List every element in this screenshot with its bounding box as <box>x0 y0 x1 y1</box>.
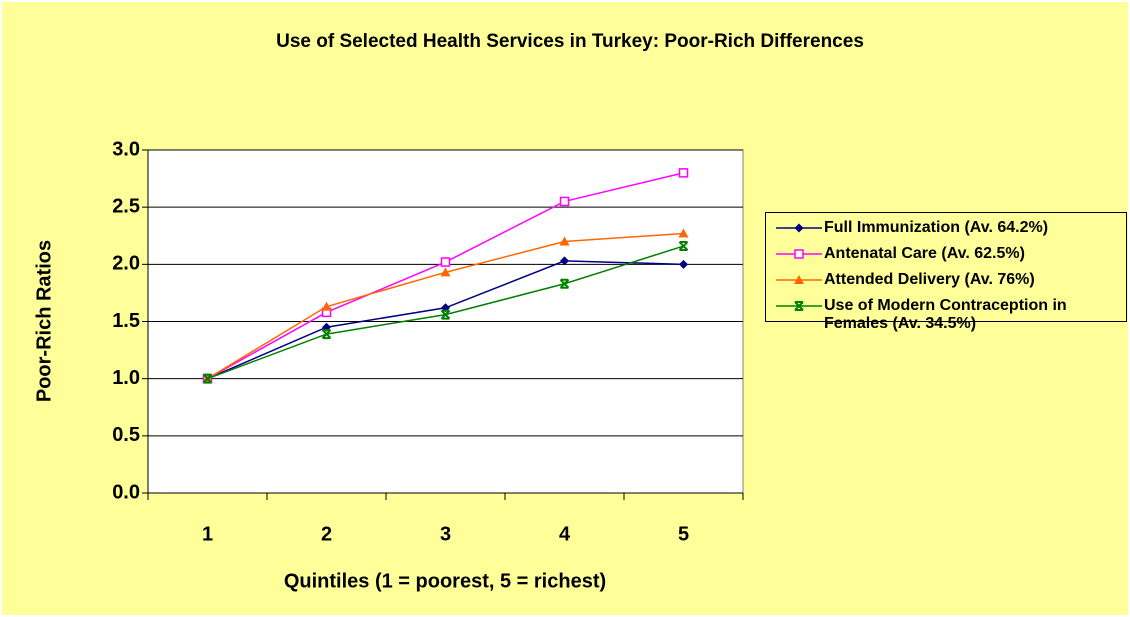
marker <box>679 259 688 269</box>
marker <box>794 249 804 259</box>
marker <box>794 301 804 311</box>
y-tick-label: 1.5 <box>112 310 140 332</box>
marker <box>678 228 689 238</box>
x-tick-label: 4 <box>559 523 571 545</box>
chart-title: Use of Selected Health Services in Turke… <box>276 31 864 52</box>
marker <box>559 196 570 207</box>
marker <box>559 236 570 246</box>
x-tick-label: 5 <box>678 523 689 545</box>
marker <box>794 275 804 284</box>
marker <box>440 309 451 320</box>
legend-label: Attended Delivery (Av. 76%) <box>824 271 1035 288</box>
marker <box>794 223 804 233</box>
marker <box>440 257 451 267</box>
marker <box>678 241 689 252</box>
legend-swatch <box>776 275 822 284</box>
y-tick-label: 2.5 <box>112 195 140 217</box>
y-axis-label: Poor-Rich Ratios <box>33 240 55 402</box>
legend-swatch <box>776 301 822 311</box>
legend-label: Full Immunization (Av. 64.2%) <box>824 219 1049 236</box>
marker <box>560 256 569 266</box>
marker <box>202 373 213 384</box>
legend-item: Full Immunization (Av. 64.2%) <box>774 219 1126 237</box>
x-tick-label: 3 <box>440 523 451 545</box>
y-tick-label: 3.0 <box>112 138 140 160</box>
y-tick-label: 0.0 <box>112 481 140 503</box>
legend-label: Use of Modern Contraception in Females (… <box>824 297 1067 332</box>
legend: Full Immunization (Av. 64.2%) Antenatal C… <box>765 212 1127 332</box>
y-tick-label: 1.0 <box>112 367 140 389</box>
x-tick-label: 2 <box>321 523 332 545</box>
marker <box>678 168 689 178</box>
y-tick-label: 0.5 <box>112 424 140 446</box>
legend-item: Use of Modern Contraception in Females (… <box>774 297 1126 333</box>
y-tick-label: 2.0 <box>112 253 140 275</box>
legend-label: Antenatal Care (Av. 62.5%) <box>824 245 1025 262</box>
legend-item: Antenatal Care (Av. 62.5%) <box>774 245 1126 263</box>
legend-swatch <box>776 249 822 259</box>
marker <box>440 267 451 277</box>
marker <box>559 278 570 289</box>
x-tick-label: 1 <box>202 523 213 545</box>
x-axis-label: Quintiles (1 = poorest, 5 = richest) <box>284 570 606 592</box>
marker <box>321 301 332 311</box>
legend-item: Attended Delivery (Av. 76%) <box>774 271 1126 289</box>
marker <box>321 329 332 340</box>
legend-swatch <box>776 223 822 233</box>
